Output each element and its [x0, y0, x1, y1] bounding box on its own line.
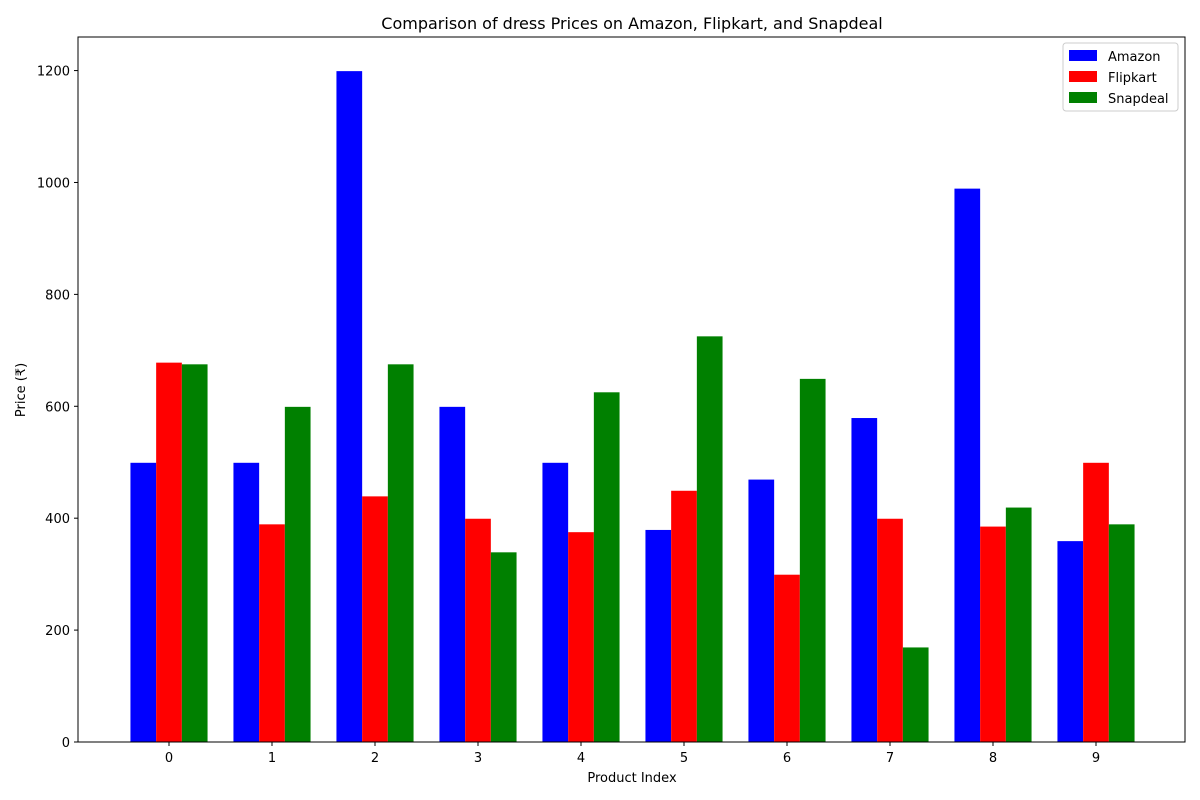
bar-snapdeal-7 [902, 647, 929, 742]
bar-snapdeal-1 [284, 406, 311, 742]
axes-layer [77, 36, 1186, 743]
bar-amazon-8 [954, 188, 981, 742]
bar-flipkart-1 [259, 524, 285, 742]
legend-swatch-flipkart [1069, 71, 1097, 82]
bar-amazon-0 [130, 462, 157, 742]
bar-amazon-3 [439, 406, 466, 742]
bar-snapdeal-5 [696, 336, 723, 742]
bar-amazon-6 [748, 479, 775, 742]
bars-layer [130, 71, 1135, 742]
y-tick-label: 400 [45, 512, 70, 527]
bar-flipkart-5 [671, 490, 697, 742]
x-tick-label: 8 [989, 751, 997, 766]
x-tick-label: 4 [577, 751, 585, 766]
bar-flipkart-8 [980, 526, 1006, 742]
bar-snapdeal-4 [593, 392, 620, 742]
x-tick-label: 7 [886, 751, 894, 766]
x-tick-label: 0 [165, 751, 173, 766]
y-tick-label: 0 [62, 736, 70, 751]
x-tick-label: 6 [783, 751, 791, 766]
bar-amazon-9 [1057, 541, 1084, 742]
y-tick-label: 1200 [37, 65, 70, 80]
bar-amazon-2 [336, 71, 363, 742]
x-tick-label: 3 [474, 751, 482, 766]
legend-swatch-amazon [1069, 50, 1097, 61]
y-tick-label: 600 [45, 400, 70, 415]
bar-snapdeal-9 [1108, 524, 1135, 742]
legend-label-amazon: Amazon [1108, 50, 1161, 65]
x-axis-label: Product Index [587, 771, 677, 786]
y-axis-label: Price (₹) [14, 363, 29, 417]
bar-snapdeal-8 [1005, 507, 1032, 742]
bar-amazon-4 [542, 462, 569, 742]
legend: Amazon Flipkart Snapdeal [1062, 42, 1179, 112]
bar-amazon-1 [233, 462, 260, 742]
bar-snapdeal-3 [490, 552, 517, 742]
bar-flipkart-3 [465, 518, 491, 742]
bar-flipkart-4 [568, 532, 594, 742]
x-tick-label: 2 [371, 751, 379, 766]
legend-swatch-snapdeal [1069, 92, 1097, 103]
bar-flipkart-0 [156, 362, 182, 742]
y-tick-label: 200 [45, 624, 70, 639]
bar-flipkart-7 [877, 518, 903, 742]
bar-amazon-7 [851, 418, 878, 742]
plot-frame [77, 36, 1186, 743]
bar-snapdeal-2 [387, 364, 414, 742]
ticks-layer: 0 1 2 3 4 5 6 7 8 9 0 200 400 600 800 1000 1200 [37, 65, 1100, 766]
x-tick-label: 9 [1092, 751, 1100, 766]
y-tick-label: 1000 [37, 176, 70, 191]
bar-snapdeal-6 [799, 378, 826, 742]
x-tick-label: 5 [680, 751, 688, 766]
legend-label-snapdeal: Snapdeal [1108, 92, 1169, 107]
legend-label-flipkart: Flipkart [1108, 71, 1157, 86]
bar-snapdeal-0 [181, 364, 208, 742]
bar-flipkart-2 [362, 496, 388, 742]
chart-title: Comparison of dress Prices on Amazon, Fl… [381, 14, 882, 33]
x-tick-label: 1 [268, 751, 276, 766]
bar-amazon-5 [645, 529, 672, 742]
bar-flipkart-6 [774, 574, 800, 742]
bar-flipkart-9 [1083, 462, 1109, 742]
y-tick-label: 800 [45, 288, 70, 303]
